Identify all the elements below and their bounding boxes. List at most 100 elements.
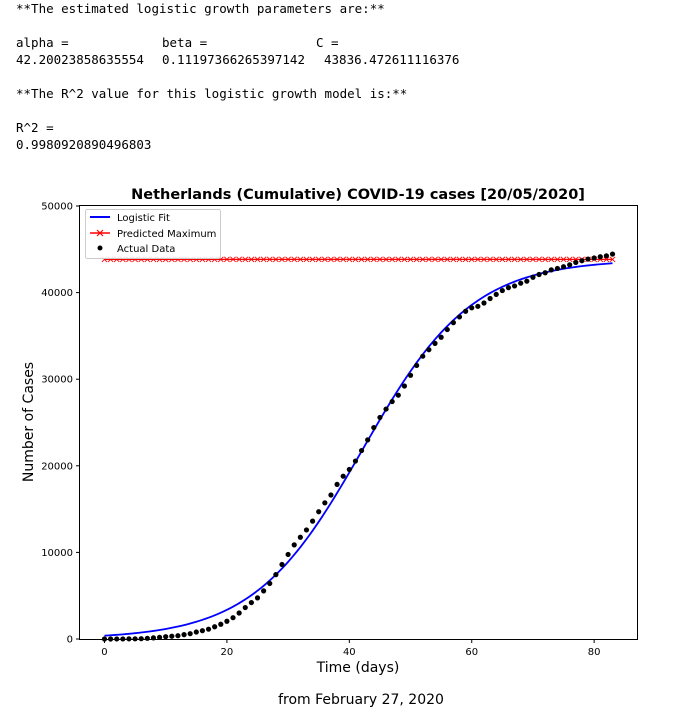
predicted-maximum-marker — [389, 256, 396, 263]
chart-caption: from February 27, 2020 — [278, 692, 444, 708]
actual-data-point — [567, 262, 573, 268]
actual-data-point — [279, 561, 285, 568]
predicted-maximum-marker — [566, 256, 573, 263]
actual-data-point — [383, 406, 389, 412]
legend-logistic-fit-label: Logistic Fit — [117, 213, 170, 224]
actual-data-point — [254, 595, 261, 601]
actual-data-point — [585, 256, 591, 262]
actual-data-point — [144, 635, 150, 641]
actual-data-point — [493, 291, 499, 298]
x-tick-label: 20 — [221, 647, 234, 658]
predicted-maximum-marker — [272, 256, 279, 263]
predicted-maximum-marker — [481, 256, 487, 263]
actual-data-point — [138, 636, 144, 642]
x-tick-label: 60 — [465, 647, 478, 658]
plot-layer — [101, 251, 616, 642]
actual-data-point — [346, 466, 352, 473]
actual-data-point — [603, 253, 609, 259]
actual-data-point — [169, 633, 175, 639]
actual-data-point — [114, 636, 120, 642]
actual-data-point — [389, 398, 395, 405]
actual-data-point — [377, 414, 383, 421]
predicted-maximum-marker — [487, 256, 494, 263]
predicted-maximum-marker — [315, 256, 322, 263]
actual-data-point — [371, 424, 377, 431]
actual-data-point — [163, 634, 169, 640]
actual-data-point — [205, 626, 212, 632]
predicted-maximum-marker — [260, 256, 267, 263]
actual-data-point — [101, 636, 108, 642]
predicted-maximum-marker — [401, 256, 408, 263]
predicted-maximum-marker — [474, 256, 481, 263]
predicted-maximum-marker — [462, 256, 469, 263]
x-tick-label: 80 — [588, 647, 601, 658]
predicted-maximum-marker — [230, 256, 236, 263]
actual-data-point — [193, 629, 199, 635]
actual-data-point — [438, 334, 444, 340]
predicted-maximum-marker — [456, 256, 463, 263]
param-value-alpha: 42.20023858635554 — [16, 52, 144, 67]
actual-data-point — [352, 458, 359, 464]
predicted-maximum-marker — [291, 256, 298, 263]
legend-actual-data-label: Actual Data — [117, 244, 175, 255]
actual-data-point — [407, 372, 414, 378]
actual-data-point — [609, 251, 616, 257]
predicted-maximum-marker — [279, 256, 285, 263]
r2-heading: **The R^2 value for this logistic growth… — [16, 86, 408, 101]
actual-data-point — [316, 509, 322, 515]
actual-data-point — [291, 542, 297, 548]
actual-data-point — [273, 572, 279, 578]
actual-data-point — [463, 308, 469, 314]
predicted-maximum-marker — [242, 256, 249, 263]
predicted-maximum-marker — [554, 256, 561, 263]
plot-frame — [79, 205, 638, 640]
actual-data-point — [530, 274, 536, 280]
y-tick-label: 0 — [67, 635, 73, 646]
actual-data-point — [542, 270, 548, 276]
predicted-maximum-marker — [407, 256, 414, 263]
actual-data-point — [126, 636, 132, 642]
predicted-maximum-marker — [450, 256, 457, 263]
actual-data-point — [322, 500, 328, 506]
predicted-maximum-marker — [413, 256, 420, 263]
predicted-maximum-marker — [303, 256, 310, 263]
predicted-maximum-marker — [517, 256, 524, 263]
predicted-maximum-marker — [468, 256, 475, 263]
predicted-maximum-marker — [266, 256, 273, 263]
actual-data-point — [414, 362, 420, 369]
r2-label: R^2 = — [16, 120, 54, 135]
predicted-maximum-marker — [285, 256, 292, 263]
predicted-maximum-marker — [530, 256, 536, 263]
predicted-maximum-marker — [432, 256, 438, 263]
legend-predicted-maximum-marker — [96, 229, 104, 237]
actual-data-point — [248, 599, 254, 606]
predicted-maximum-marker — [438, 256, 445, 263]
predicted-maximum-marker — [364, 256, 371, 263]
predicted-maximum-marker — [321, 256, 328, 263]
actual-data-point — [230, 615, 236, 621]
actual-data-point — [242, 604, 248, 611]
predicted-maximum-marker — [499, 256, 506, 263]
actual-data-point — [108, 636, 114, 642]
actual-data-point — [499, 287, 505, 294]
actual-data-point — [401, 383, 408, 389]
x-tick-label: 0 — [101, 647, 107, 658]
x-axis-label: Time (days) — [316, 660, 400, 676]
actual-data-point — [511, 283, 518, 289]
predicted-maximum-marker — [254, 256, 261, 263]
actual-data-point — [267, 580, 273, 587]
param-value-c: 43836.472611116376 — [324, 52, 460, 67]
legend-actual-data-marker — [97, 245, 103, 251]
predicted-maximum-marker — [505, 256, 512, 263]
logistic-fit-line — [104, 262, 613, 637]
actual-data-point — [450, 320, 456, 326]
predicted-maximum-marker — [395, 256, 402, 263]
chart-title: Netherlands (Cumulative) COVID-19 cases … — [131, 187, 585, 203]
actual-data-point — [156, 634, 163, 640]
predicted-maximum-marker — [352, 256, 359, 263]
actual-data-point — [303, 527, 310, 533]
predicted-maximum-marker — [419, 256, 426, 263]
param-label-alpha: alpha = — [16, 35, 69, 50]
actual-data-point — [469, 305, 475, 311]
